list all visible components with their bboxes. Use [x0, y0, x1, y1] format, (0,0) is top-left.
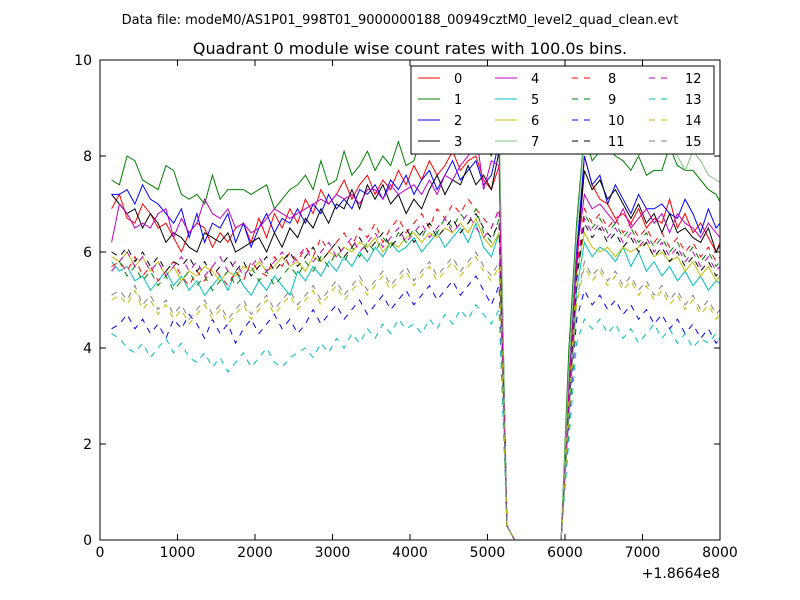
y-tick-label: 6	[83, 245, 92, 261]
y-tick-label: 2	[83, 437, 92, 453]
series-line-14	[111, 255, 720, 540]
series-layer	[111, 88, 720, 540]
chart-title: Quadrant 0 module wise count rates with …	[193, 39, 627, 58]
legend-label-5: 5	[531, 93, 539, 108]
x-tick-label: 0	[96, 545, 105, 561]
legend-label-13: 13	[685, 93, 702, 108]
x-tick-label: 7000	[625, 545, 661, 561]
x-tick-label: 2000	[237, 545, 273, 561]
series-line-8	[111, 198, 720, 540]
legend-label-8: 8	[608, 72, 616, 87]
series-line-4	[111, 131, 720, 540]
series-line-13	[111, 303, 720, 540]
legend-label-14: 14	[685, 114, 702, 129]
y-tick-label: 4	[83, 341, 92, 357]
series-line-6	[111, 217, 720, 540]
x-tick-label: 6000	[547, 545, 583, 561]
legend-label-6: 6	[531, 114, 539, 129]
x-offset-label: +1.8664e8	[642, 566, 720, 582]
series-line-12	[111, 208, 720, 540]
x-tick-label: 4000	[392, 545, 428, 561]
legend-label-11: 11	[608, 135, 625, 150]
legend-box	[410, 65, 715, 155]
series-line-10	[111, 275, 720, 540]
series-line-7	[421, 88, 720, 540]
legend-label-0: 0	[454, 72, 462, 87]
legend-label-7: 7	[531, 135, 539, 150]
y-tick-label: 0	[83, 533, 92, 549]
series-line-11	[111, 212, 720, 540]
x-tick-label: 5000	[470, 545, 506, 561]
series-line-3	[111, 151, 720, 540]
legend-label-1: 1	[454, 93, 462, 108]
y-tick-label: 10	[74, 53, 92, 69]
legend-label-10: 10	[608, 114, 625, 129]
x-tick-label: 1000	[160, 545, 196, 561]
legend-label-4: 4	[531, 72, 539, 87]
legend-label-15: 15	[685, 135, 702, 150]
series-line-2	[111, 141, 720, 540]
series-line-9	[111, 207, 720, 540]
legend-label-12: 12	[685, 72, 702, 87]
y-tick-label: 8	[83, 149, 92, 165]
series-line-5	[111, 221, 720, 540]
legend-label-3: 3	[454, 135, 462, 150]
legend-label-2: 2	[454, 114, 462, 129]
figure-suptitle: Data file: modeM0/AS1P01_998T01_90000001…	[122, 13, 679, 28]
series-line-15	[111, 251, 720, 540]
x-tick-label: 3000	[315, 545, 351, 561]
series-line-1	[111, 120, 720, 540]
x-tick-label: 8000	[702, 545, 738, 561]
legend-label-9: 9	[608, 93, 616, 108]
